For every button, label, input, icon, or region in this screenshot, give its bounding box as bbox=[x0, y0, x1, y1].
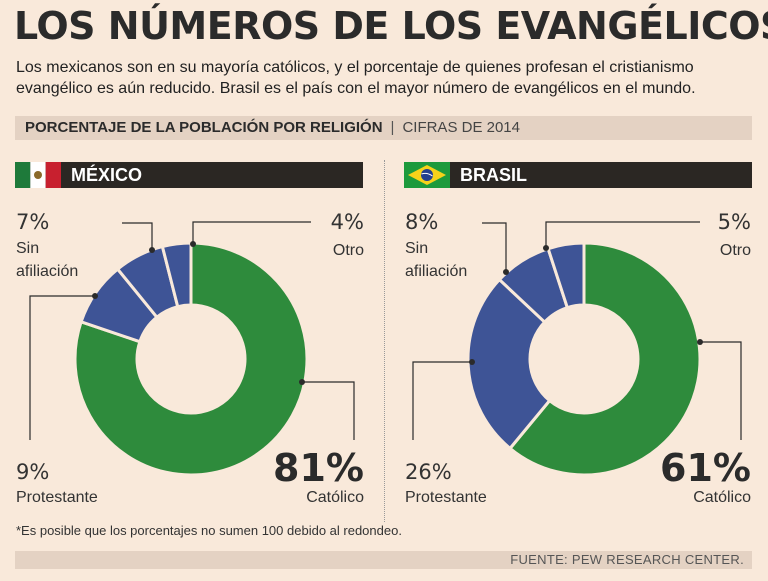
brasil-otro-leader bbox=[545, 221, 700, 248]
mexico-sin-dot bbox=[149, 247, 155, 253]
mexico-otro-pct: 4% bbox=[331, 210, 364, 234]
mexico-protestante-leader bbox=[29, 295, 95, 440]
page-subtitle: Los mexicanos son en su mayoría católico… bbox=[16, 59, 696, 97]
brasil-protestante-dot bbox=[469, 359, 475, 365]
mexico-catolico-label: Católico bbox=[306, 489, 364, 506]
brasil-title: BRASIL bbox=[460, 165, 527, 185]
mexico-sin-leader bbox=[122, 222, 153, 250]
brasil-catolico-pct: 61% bbox=[660, 446, 751, 490]
section-separator: | bbox=[390, 119, 395, 136]
brasil-flag-icon bbox=[404, 162, 450, 188]
mexico-protestante-pct: 9% bbox=[16, 460, 49, 484]
brasil-otro-dot bbox=[543, 245, 549, 251]
mexico-protestante-dot bbox=[92, 293, 98, 299]
brasil-otro-label: Otro bbox=[720, 242, 751, 259]
brasil-sin-pct: 8% bbox=[405, 210, 438, 234]
mexico-sin-label-1: Sin bbox=[16, 240, 39, 257]
section-header: PORCENTAJE DE LA POBLACIÓN POR RELIGIÓN |… bbox=[15, 116, 752, 140]
brasil-sin-dot bbox=[503, 269, 509, 275]
brasil-slice-otro bbox=[546, 241, 586, 310]
brasil-protestante-leader bbox=[412, 361, 472, 440]
mexico-title: MÉXICO bbox=[71, 165, 143, 185]
page-title: LOS NÚMEROS DE LOS EVANGÉLICOS bbox=[14, 4, 768, 48]
mexico-protestante-label: Protestante bbox=[16, 489, 98, 506]
section-note: CIFRAS DE 2014 bbox=[402, 119, 520, 136]
brasil-catolico-leader bbox=[700, 341, 742, 440]
source-bar: FUENTE: PEW RESEARCH CENTER. bbox=[15, 551, 752, 569]
footnote: *Es posible que los porcentajes no sumen… bbox=[16, 523, 402, 538]
brasil-sin-label-1: Sin bbox=[405, 240, 428, 257]
mexico-header: MÉXICO bbox=[15, 162, 363, 188]
mexico-catolico-dot bbox=[299, 379, 305, 385]
source-text: FUENTE: PEW RESEARCH CENTER. bbox=[510, 552, 744, 567]
section-label: PORCENTAJE DE LA POBLACIÓN POR RELIGIÓN bbox=[25, 119, 383, 136]
brasil-catolico-dot bbox=[697, 339, 703, 345]
mexico-slice-otro bbox=[160, 241, 193, 309]
brasil-otro-pct: 5% bbox=[718, 210, 751, 234]
mexico-sin-pct: 7% bbox=[16, 210, 49, 234]
brasil-protestante-label: Protestante bbox=[405, 489, 487, 506]
mexico-otro-leader bbox=[192, 221, 311, 244]
mexico-otro-dot bbox=[190, 241, 196, 247]
brasil-donut bbox=[466, 241, 702, 477]
chart-divider bbox=[384, 160, 385, 522]
brasil-protestante-pct: 26% bbox=[405, 460, 452, 484]
brasil-sin-leader bbox=[482, 222, 507, 272]
brasil-slice-protestante bbox=[466, 277, 552, 451]
mexico-catolico-leader bbox=[302, 381, 355, 440]
mexico-donut bbox=[73, 241, 309, 477]
brasil-slice-cat-lico bbox=[507, 241, 702, 477]
mexico-flag-icon bbox=[15, 162, 61, 188]
mexico-catolico-pct: 81% bbox=[273, 446, 364, 490]
mexico-sin-label-2: afiliación bbox=[16, 263, 78, 280]
mexico-otro-label: Otro bbox=[333, 242, 364, 259]
mexico-slice-cat-lico bbox=[73, 241, 309, 477]
brasil-catolico-label: Católico bbox=[693, 489, 751, 506]
brasil-sin-label-2: afiliación bbox=[405, 263, 467, 280]
brasil-header: BRASIL bbox=[404, 162, 752, 188]
